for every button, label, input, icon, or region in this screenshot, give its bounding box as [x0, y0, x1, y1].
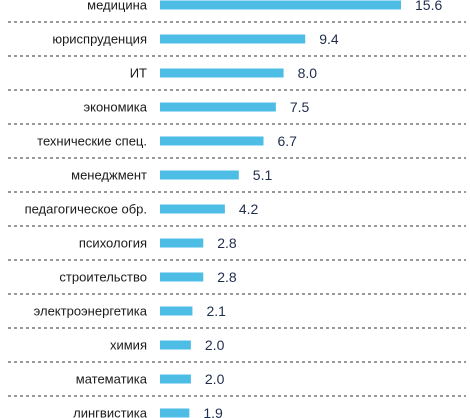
bar	[160, 170, 239, 180]
bar	[160, 306, 193, 316]
bar	[160, 34, 306, 44]
bar	[160, 340, 191, 350]
category-label: психология	[79, 236, 147, 251]
bar	[160, 374, 191, 384]
bar	[160, 136, 264, 146]
category-label: строительство	[59, 270, 147, 285]
category-label: экономика	[83, 100, 147, 115]
bar	[160, 408, 190, 418]
value-label: 15.6	[415, 0, 442, 13]
bar	[160, 238, 204, 248]
value-label: 5.1	[253, 167, 273, 183]
bar	[160, 102, 276, 112]
category-label: электроэнергетика	[34, 304, 148, 319]
value-label: 4.2	[239, 201, 259, 217]
value-label: 6.7	[278, 133, 298, 149]
bar	[160, 0, 401, 10]
category-label: химия	[110, 338, 147, 353]
bar	[160, 204, 225, 214]
category-label: юриспруденция	[52, 32, 147, 47]
category-label: лингвистика	[73, 406, 148, 418]
bar	[160, 272, 204, 282]
value-label: 7.5	[290, 99, 310, 115]
category-label: менеджмент	[71, 168, 147, 183]
value-label: 2.0	[205, 337, 225, 353]
bar	[160, 68, 284, 78]
category-label: математика	[76, 372, 148, 387]
value-label: 1.9	[203, 405, 223, 418]
category-label: педагогическое обр.	[25, 202, 147, 217]
value-label: 9.4	[319, 31, 339, 47]
value-label: 2.0	[205, 371, 225, 387]
category-label: медицина	[87, 0, 148, 13]
category-label: технические спец.	[37, 134, 147, 149]
value-label: 8.0	[298, 65, 318, 81]
value-label: 2.8	[217, 235, 237, 251]
value-label: 2.1	[206, 303, 226, 319]
category-label: ИТ	[130, 66, 147, 81]
value-label: 2.8	[217, 269, 237, 285]
